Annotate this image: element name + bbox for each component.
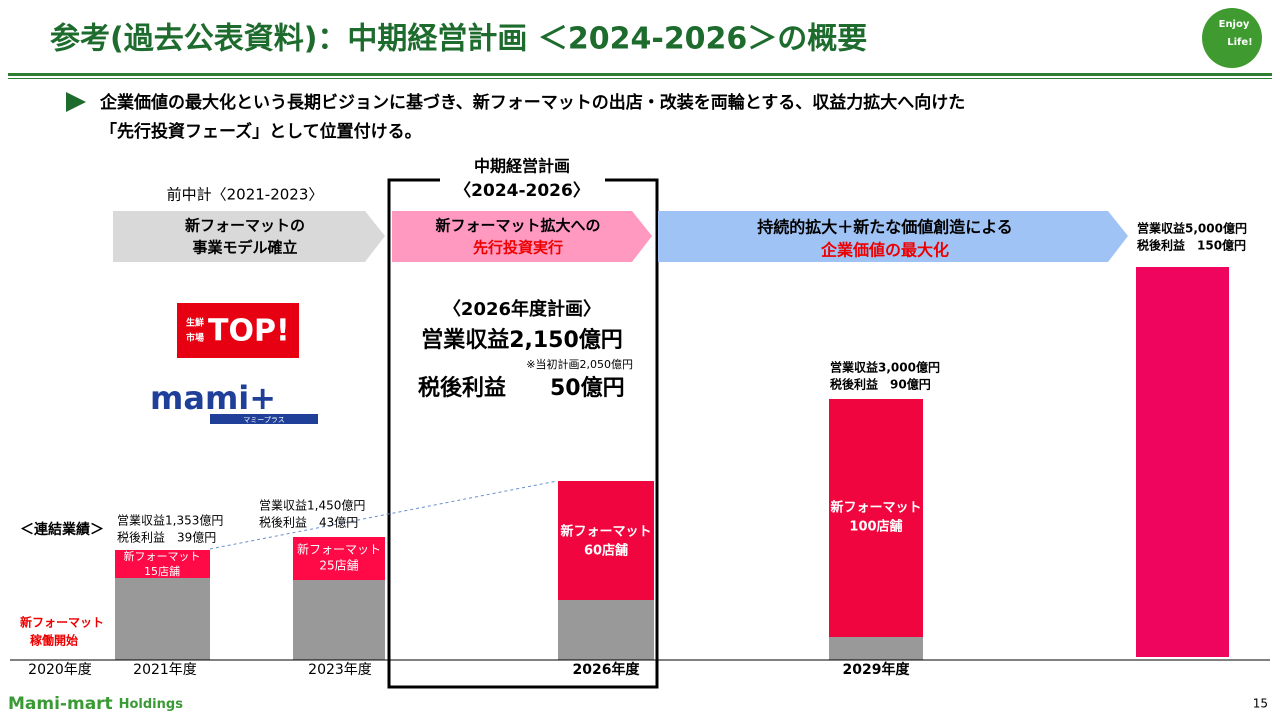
results-label: ＜連結業績＞ — [20, 521, 104, 538]
brand-text: 市場 — [186, 332, 204, 344]
figure: 税後利益 90億円 — [830, 377, 931, 392]
phase-text: 新フォーマットの — [185, 217, 305, 235]
bar-new — [829, 399, 923, 637]
phase-arrow — [113, 211, 385, 262]
bar-text: 新フォーマット — [124, 549, 201, 563]
plan-title: 〈2024-2026〉 — [454, 180, 590, 201]
bar-new — [115, 550, 210, 578]
year: 2021年度 — [133, 662, 197, 678]
phase-arrow — [392, 211, 652, 262]
plan-title: 中期経営計画 — [474, 157, 570, 176]
previous-plan: 前中計〈2021-2023〉 — [167, 186, 324, 204]
year: 2029年度 — [843, 661, 911, 678]
bar-base — [558, 600, 654, 660]
bar-text: 新フォーマット — [560, 524, 651, 540]
plan-text: 営業収益2,150億円 — [421, 327, 623, 353]
logo — [1202, 8, 1262, 68]
figure: 営業収益1,353億円 — [117, 514, 223, 528]
plan-title-bg — [440, 155, 605, 205]
phase-arrow — [658, 211, 1128, 262]
rule — [8, 73, 1272, 76]
bullet-text: 「先行投資フェーズ」として位置付ける。 — [100, 121, 422, 142]
brand-bar — [210, 414, 318, 424]
logo-text: Life! — [1227, 37, 1253, 48]
bar-new — [293, 537, 385, 580]
bar-text: 新フォーマット — [830, 500, 921, 516]
plan-note: ※当初計画2,050億円 — [526, 357, 633, 371]
title: 参考(過去公表資料)：中期経営計画 ＜2024-2026＞の概要 — [50, 22, 867, 57]
logo-text: Enjoy — [1219, 19, 1250, 30]
figure: 税後利益 39億円 — [117, 531, 216, 545]
phase-text: 新フォーマット拡大への — [435, 217, 600, 235]
trend-line — [209, 480, 558, 550]
bullet-icon — [66, 92, 86, 112]
brand-text: mami+ — [150, 379, 276, 417]
page-number: 15 — [1253, 697, 1268, 711]
year: 2026年度 — [573, 661, 641, 678]
footer-company: Mami-mart Holdings — [8, 694, 183, 714]
bar-base — [293, 580, 385, 660]
brand-text: TOP! — [208, 314, 290, 349]
figure: 税後利益 150億円 — [1137, 238, 1246, 253]
bar-text: 100店舗 — [849, 519, 902, 535]
brand-logo — [177, 303, 299, 358]
figure: 営業収益1,450億円 — [259, 499, 365, 513]
phase-text: 事業モデル確立 — [192, 239, 297, 257]
bar-base — [829, 637, 923, 660]
year: 2020年度 — [28, 662, 92, 678]
bar-text: 25店舗 — [319, 559, 358, 573]
bar-text: 15店舗 — [144, 564, 180, 578]
start-label: 新フォーマット — [20, 615, 104, 630]
start-label: 稼働開始 — [30, 633, 78, 648]
bar-new — [558, 481, 654, 600]
bar-text: 新フォーマット — [297, 542, 381, 557]
brand-text: マミープラス — [243, 416, 284, 424]
brand-text: 生鮮 — [186, 317, 204, 329]
bar-new — [1136, 267, 1229, 657]
figure: 営業収益3,000億円 — [830, 360, 940, 375]
bullet-text: 企業価値の最大化という長期ビジョンに基づき、新フォーマットの出店・改装を両輪とす… — [99, 92, 965, 113]
bar-text: 60店舗 — [584, 543, 628, 559]
phase-text: 企業価値の最大化 — [820, 241, 949, 260]
bar-base — [115, 578, 210, 660]
year: 2023年度 — [308, 662, 372, 678]
rule — [8, 78, 1272, 79]
plan-text: 税後利益 50億円 — [418, 375, 625, 401]
figure: 税後利益 43億円 — [259, 516, 358, 530]
figure: 営業収益5,000億円 — [1137, 221, 1247, 236]
phase-text: 持続的拡大＋新たな価値創造による — [757, 218, 1013, 237]
phase-text: 先行投資実行 — [473, 239, 563, 257]
plan-text: 〈2026年度計画〉 — [443, 298, 601, 320]
